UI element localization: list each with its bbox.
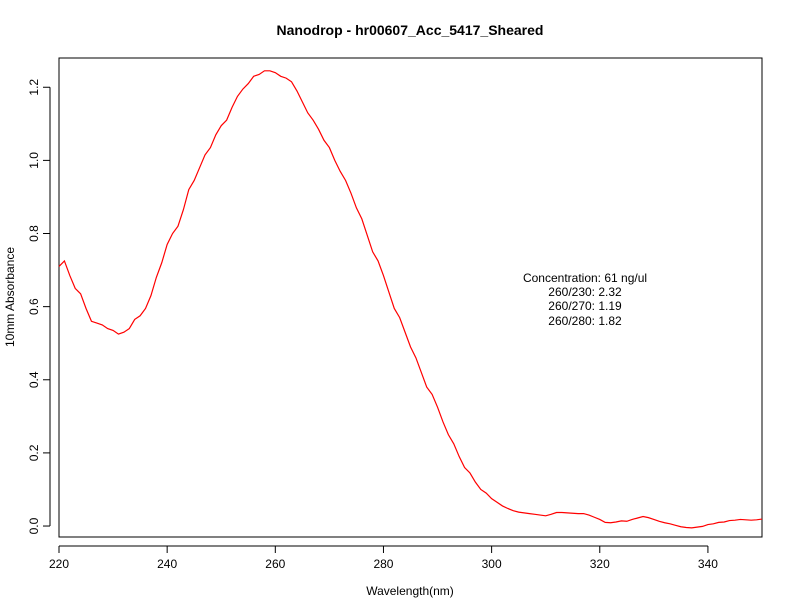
y-tick-label: 0.6 (27, 298, 41, 315)
x-tick-label: 220 (49, 557, 69, 571)
x-axis-title: Wavelength(nm) (366, 584, 454, 598)
y-tick-label: 0.2 (27, 444, 41, 461)
y-tick-label: 0.0 (27, 517, 41, 534)
y-tick-label: 0.8 (27, 225, 41, 242)
x-tick-label: 260 (265, 557, 285, 571)
annotation-concentration: Concentration: 61 ng/ul (523, 271, 647, 285)
plot-frame (58, 57, 763, 538)
absorbance-series-line (58, 70, 763, 529)
x-tick-label: 280 (373, 557, 393, 571)
y-axis-title: 10mm Absorbance (3, 247, 17, 347)
annotation-ratio-260-230: 260/230: 2.32 (548, 285, 622, 299)
x-tick-label: 320 (590, 557, 610, 571)
x-axis: 220 240 260 280 300 320 340 (49, 545, 718, 571)
chart-title: Nanodrop - hr00607_Acc_5417_Sheared (277, 22, 544, 38)
y-tick-label: 0.4 (27, 371, 41, 388)
annotation-ratio-260-270: 260/270: 1.19 (548, 299, 622, 313)
measurement-annotations: Concentration: 61 ng/ul 260/230: 2.32 26… (523, 271, 647, 328)
annotation-ratio-260-280: 260/280: 1.82 (548, 314, 622, 328)
x-tick-label: 340 (698, 557, 718, 571)
x-tick-label: 240 (157, 557, 177, 571)
x-tick-label: 300 (482, 557, 502, 571)
y-axis: 0.0 0.2 0.4 0.6 0.8 1.0 1.2 (27, 79, 51, 534)
y-tick-label: 1.0 (27, 152, 41, 169)
y-tick-label: 1.2 (27, 79, 41, 96)
